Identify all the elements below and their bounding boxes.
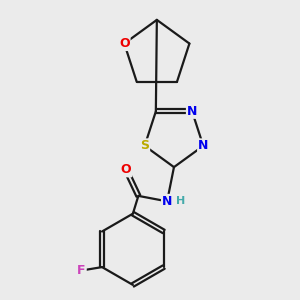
Text: O: O <box>119 37 130 50</box>
Text: N: N <box>187 105 197 118</box>
Text: S: S <box>140 139 149 152</box>
Text: N: N <box>198 139 208 152</box>
Text: O: O <box>121 164 131 176</box>
Text: N: N <box>162 195 172 208</box>
Text: H: H <box>176 196 185 206</box>
Text: F: F <box>77 264 86 277</box>
